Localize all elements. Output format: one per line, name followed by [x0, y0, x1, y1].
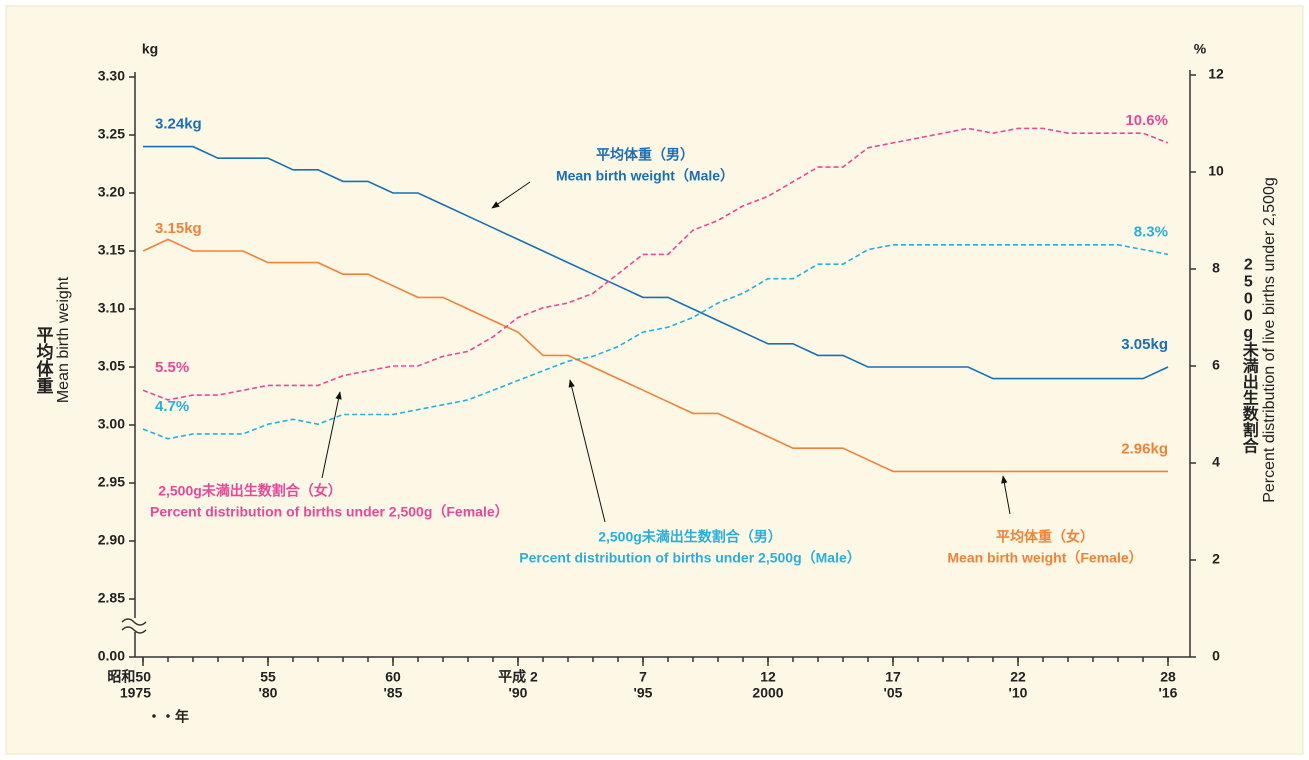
y-tick-label: 3.20 — [98, 184, 125, 200]
x-tick-label: 55 — [260, 669, 276, 685]
arrow — [321, 391, 342, 479]
arrow — [491, 181, 531, 209]
series-name: 2,500g未満出生数割合（女） — [158, 483, 342, 499]
series-line — [142, 127, 1169, 401]
series-line — [142, 244, 1169, 440]
series-name: 平均体重（男） — [596, 147, 694, 163]
y2-tick-label: 2 — [1212, 551, 1220, 567]
y-tick-label: 3.15 — [98, 242, 125, 258]
x-tick-label: 7 — [639, 669, 647, 685]
x-tick-label: '90 — [509, 685, 528, 701]
x-tick-label: '05 — [884, 685, 903, 701]
x-tick-label: 60 — [385, 669, 401, 685]
axis-break — [121, 618, 147, 634]
y2-label-en: Percent distribution of live births unde… — [1261, 177, 1278, 503]
background — [5, 5, 1304, 755]
last-label: 8.3% — [1134, 223, 1168, 240]
annotation-arrows — [321, 181, 1011, 523]
y-unit: kg — [142, 41, 158, 57]
y2-tick-label: 0 — [1212, 648, 1220, 664]
y2-label: 2500g未満出生数割合 — [1240, 257, 1260, 455]
x-tick-label: '85 — [384, 685, 403, 701]
last-label: 2.96kg — [1121, 440, 1168, 457]
x-tick-label: '80 — [259, 685, 278, 701]
x-tick-label: 2000 — [752, 685, 783, 701]
series-name-en: Percent distribution of births under 2,5… — [150, 504, 509, 520]
y2-tick-label: 6 — [1212, 357, 1220, 373]
x-tick-label: 昭和50 — [107, 669, 151, 685]
x-tick-label: '10 — [1009, 685, 1028, 701]
x-tick-label: '95 — [634, 685, 653, 701]
arrow — [1001, 475, 1011, 515]
x-tick-label: '16 — [1159, 685, 1178, 701]
y2-tick-label: 8 — [1212, 260, 1220, 276]
series-line — [143, 145, 1169, 380]
y-tick-label: 3.25 — [98, 126, 125, 142]
arrow — [568, 379, 606, 523]
first-label: 3.15kg — [155, 220, 202, 237]
x-tick-label: 平成 2 — [498, 669, 538, 685]
y-label: 平均体重 — [34, 326, 54, 394]
series-name-en: Percent distribution of births under 2,5… — [519, 550, 861, 566]
series-name: 平均体重（女） — [996, 529, 1094, 545]
series-name-en: Mean birth weight（Female） — [947, 550, 1142, 566]
y2-unit: % — [1194, 41, 1207, 57]
y-tick-label: 2.90 — [98, 532, 125, 548]
x-tick-label: 22 — [1010, 669, 1026, 685]
last-label: 3.05kg — [1121, 336, 1168, 353]
y2-tick-label: 4 — [1212, 454, 1220, 470]
break-mark — [121, 618, 147, 634]
series-name: 2,500g未満出生数割合（男） — [598, 529, 782, 545]
series-line — [142, 238, 1168, 473]
y-tick-label: 0.00 — [98, 648, 125, 664]
y-tick-label: 3.30 — [98, 68, 125, 84]
y-tick-label: 2.85 — [98, 590, 125, 606]
y-tick-label: 3.10 — [98, 300, 125, 316]
x-tick-label: 17 — [885, 669, 901, 685]
first-label: 4.7% — [155, 398, 189, 415]
first-label: 5.5% — [155, 359, 189, 376]
y-tick-label: 3.00 — [98, 416, 125, 432]
x-unit: ・・年 — [147, 709, 189, 725]
last-label: 10.6% — [1125, 112, 1168, 129]
y-tick-label: 2.95 — [98, 474, 125, 490]
x-tick-label: 12 — [760, 669, 776, 685]
first-label: 3.24kg — [155, 116, 202, 133]
x-tick-label: 1975 — [120, 685, 151, 701]
y-tick-label: 3.05 — [98, 358, 125, 374]
series-name-en: Mean birth weight（Male） — [556, 168, 734, 184]
y-label-en: Mean birth weight — [55, 276, 72, 403]
y2-tick-label: 12 — [1208, 66, 1224, 82]
x-tick-label: 28 — [1160, 669, 1176, 685]
y2-tick-label: 10 — [1208, 163, 1224, 179]
